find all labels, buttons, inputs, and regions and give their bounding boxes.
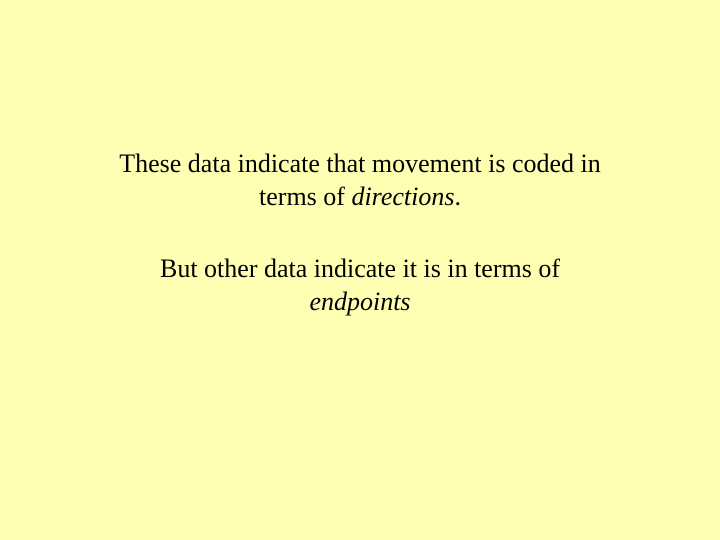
p1-italic: directions (351, 182, 454, 211)
p2-italic: endpoints (309, 287, 410, 316)
p1-text-2: . (454, 182, 461, 211)
p2-text-1: But other data indicate it is in terms o… (160, 254, 560, 283)
paragraph-1: These data indicate that movement is cod… (110, 148, 610, 213)
slide-text-block: These data indicate that movement is cod… (110, 148, 610, 318)
slide: These data indicate that movement is cod… (0, 0, 720, 540)
paragraph-2: But other data indicate it is in terms o… (110, 253, 610, 318)
